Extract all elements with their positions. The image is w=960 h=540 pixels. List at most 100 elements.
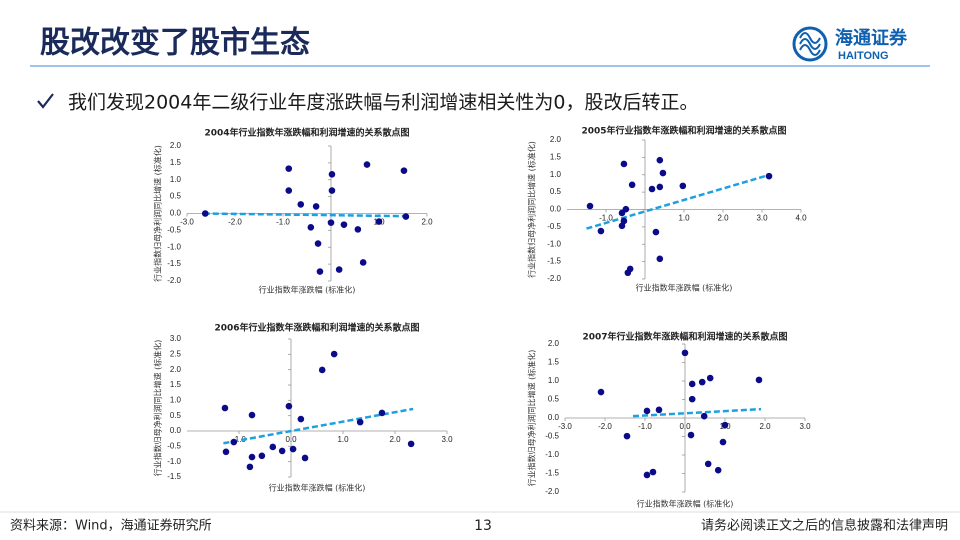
x-tick-label: 1.0 xyxy=(337,435,349,444)
data-point xyxy=(704,460,712,468)
data-point xyxy=(375,218,383,225)
footer-disclaimer: 请务必阅读正文之后的信息披露和法律声明 xyxy=(701,518,948,534)
x-tick-label: 3.0 xyxy=(441,435,453,444)
data-point xyxy=(624,269,632,277)
x-axis-label: 行业指数年涨跌幅 (标准化) xyxy=(259,285,356,295)
data-point xyxy=(230,438,238,446)
x-tick-label: 2.0 xyxy=(759,422,771,431)
data-point xyxy=(649,468,657,476)
y-tick-label: 0.5 xyxy=(550,187,562,196)
data-point xyxy=(359,259,367,266)
y-tick-label: -0.5 xyxy=(167,225,181,234)
data-point xyxy=(706,374,714,382)
data-point xyxy=(246,463,254,471)
data-point xyxy=(356,418,364,426)
y-tick-label: -1.0 xyxy=(547,239,561,248)
y-tick-label: 1.0 xyxy=(170,175,182,184)
x-tick-label: 1.0 xyxy=(678,214,690,223)
data-point xyxy=(721,421,729,429)
data-point xyxy=(269,443,277,451)
logo-cn: 海通证券 xyxy=(835,27,908,49)
data-point xyxy=(620,217,628,225)
data-point xyxy=(314,240,322,247)
data-point xyxy=(714,466,722,474)
logo-en: HAITONG xyxy=(838,50,889,62)
x-tick-label: 4.0 xyxy=(795,214,807,223)
data-point xyxy=(285,165,293,172)
x-tick-label: -1.0 xyxy=(599,214,613,223)
x-tick-label: 3.0 xyxy=(799,422,811,431)
chart-title: 2005年行业指数年涨跌幅和利润增速的关系散点图 xyxy=(581,125,786,137)
bullet-text: 我们发现2004年二级行业年度涨跌幅与利润增速相关性为0，股改后转正。 xyxy=(68,92,698,114)
x-axis-label: 行业指数年涨跌幅 (标准化) xyxy=(636,283,733,293)
x-tick-label: -2.0 xyxy=(228,218,242,227)
data-point xyxy=(285,187,293,194)
data-point xyxy=(643,407,651,415)
data-point xyxy=(312,203,320,210)
data-point xyxy=(248,453,256,461)
data-point xyxy=(407,440,415,448)
x-tick-label: -1.0 xyxy=(232,435,246,444)
y-tick-label: 2.0 xyxy=(170,365,182,374)
x-tick-label: -1.0 xyxy=(638,422,652,431)
logo-ring xyxy=(792,26,828,62)
data-point xyxy=(652,228,660,236)
data-point xyxy=(402,213,410,220)
y-tick-label: -1.5 xyxy=(547,257,561,266)
trendline xyxy=(203,212,408,218)
trendline xyxy=(586,173,771,230)
data-point xyxy=(340,221,348,228)
data-point xyxy=(597,227,605,235)
data-point xyxy=(289,445,297,453)
y-tick-label: 3.0 xyxy=(170,334,182,343)
y-tick-label: 2.0 xyxy=(550,135,562,144)
y-tick-label: 1.5 xyxy=(170,158,182,167)
x-tick-label: -3.0 xyxy=(558,422,572,431)
data-point xyxy=(330,350,338,358)
data-point xyxy=(643,471,651,479)
x-tick-label: 0.0 xyxy=(285,435,297,444)
data-point xyxy=(655,406,663,414)
y-tick-label: -1.5 xyxy=(167,259,181,268)
x-tick-label: 2.0 xyxy=(421,218,433,227)
data-point xyxy=(301,454,309,462)
x-axis-label: 行业指数年涨跌幅 (标准化) xyxy=(269,483,366,493)
data-point xyxy=(628,181,636,189)
data-point xyxy=(328,171,336,178)
data-point xyxy=(221,404,229,412)
y-tick-label: 0.0 xyxy=(550,205,562,214)
data-point xyxy=(335,266,343,273)
y-tick-label: -0.5 xyxy=(167,441,181,450)
data-point xyxy=(687,431,695,439)
y-tick-label: -1.5 xyxy=(545,469,559,478)
data-point xyxy=(623,432,631,440)
data-point xyxy=(688,395,696,403)
y-tick-label: 0.0 xyxy=(170,426,182,435)
data-point xyxy=(681,349,689,357)
y-axis-label: 行业指数归母净利润同比增速 (标准化) xyxy=(153,340,163,477)
y-tick-label: -1.0 xyxy=(167,242,181,251)
x-axis-label: 行业指数年涨跌幅 (标准化) xyxy=(637,499,734,509)
x-tick-label: 0.0 xyxy=(679,422,691,431)
y-axis-label: 行业指数归母净利润同比增速 (标准化) xyxy=(527,141,537,278)
page-number: 13 xyxy=(474,518,492,534)
trendline xyxy=(632,407,762,418)
data-point xyxy=(278,447,286,455)
x-tick-label: 3.0 xyxy=(756,214,768,223)
y-tick-label: 2.5 xyxy=(170,349,182,358)
y-tick-label: -1.0 xyxy=(545,450,559,459)
data-point xyxy=(700,412,708,420)
y-tick-label: 1.0 xyxy=(550,170,562,179)
y-tick-label: 0.0 xyxy=(170,209,182,218)
y-tick-label: -1.5 xyxy=(167,472,181,481)
data-point xyxy=(316,268,324,275)
data-point xyxy=(586,202,594,210)
data-point xyxy=(222,448,230,456)
data-point xyxy=(620,160,628,168)
data-point xyxy=(656,255,664,263)
x-tick-label: -1.0 xyxy=(276,218,290,227)
data-point xyxy=(258,452,266,460)
data-point xyxy=(688,380,696,388)
data-point xyxy=(307,224,315,231)
data-point xyxy=(597,388,605,396)
